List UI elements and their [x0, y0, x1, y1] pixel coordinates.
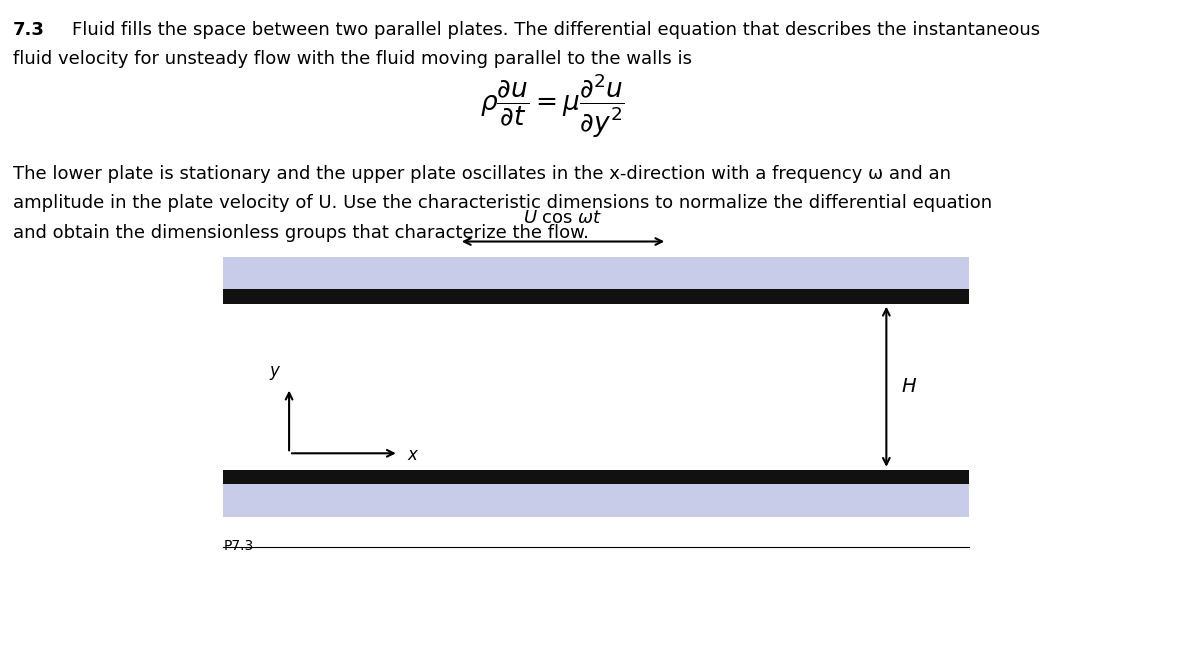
- Text: The lower plate is stationary and the upper plate oscillates in the x-direction : The lower plate is stationary and the up…: [13, 165, 950, 183]
- Text: P7.3: P7.3: [223, 539, 253, 552]
- Text: $\rho\dfrac{\partial u}{\partial t} = \mu\dfrac{\partial^2 u}{\partial y^2}$: $\rho\dfrac{\partial u}{\partial t} = \m…: [480, 72, 624, 140]
- Bar: [223, 484, 968, 517]
- Text: $U$ cos $\omega t$: $U$ cos $\omega t$: [523, 209, 602, 227]
- Bar: [223, 290, 968, 304]
- Bar: [223, 304, 968, 469]
- Text: fluid velocity for unsteady flow with the fluid moving parallel to the walls is: fluid velocity for unsteady flow with th…: [13, 50, 692, 68]
- Text: amplitude in the plate velocity of U. Use the characteristic dimensions to norma: amplitude in the plate velocity of U. Us…: [13, 195, 992, 212]
- Text: and obtain the dimensionless groups that characterize the flow.: and obtain the dimensionless groups that…: [13, 224, 589, 242]
- Text: 7.3: 7.3: [13, 21, 44, 39]
- Bar: [223, 256, 968, 290]
- Bar: [223, 469, 968, 484]
- Text: $x$: $x$: [408, 446, 420, 464]
- Text: $H$: $H$: [900, 377, 917, 396]
- Text: $y$: $y$: [269, 365, 281, 382]
- Text: Fluid fills the space between two parallel plates. The differential equation tha: Fluid fills the space between two parall…: [72, 21, 1040, 39]
